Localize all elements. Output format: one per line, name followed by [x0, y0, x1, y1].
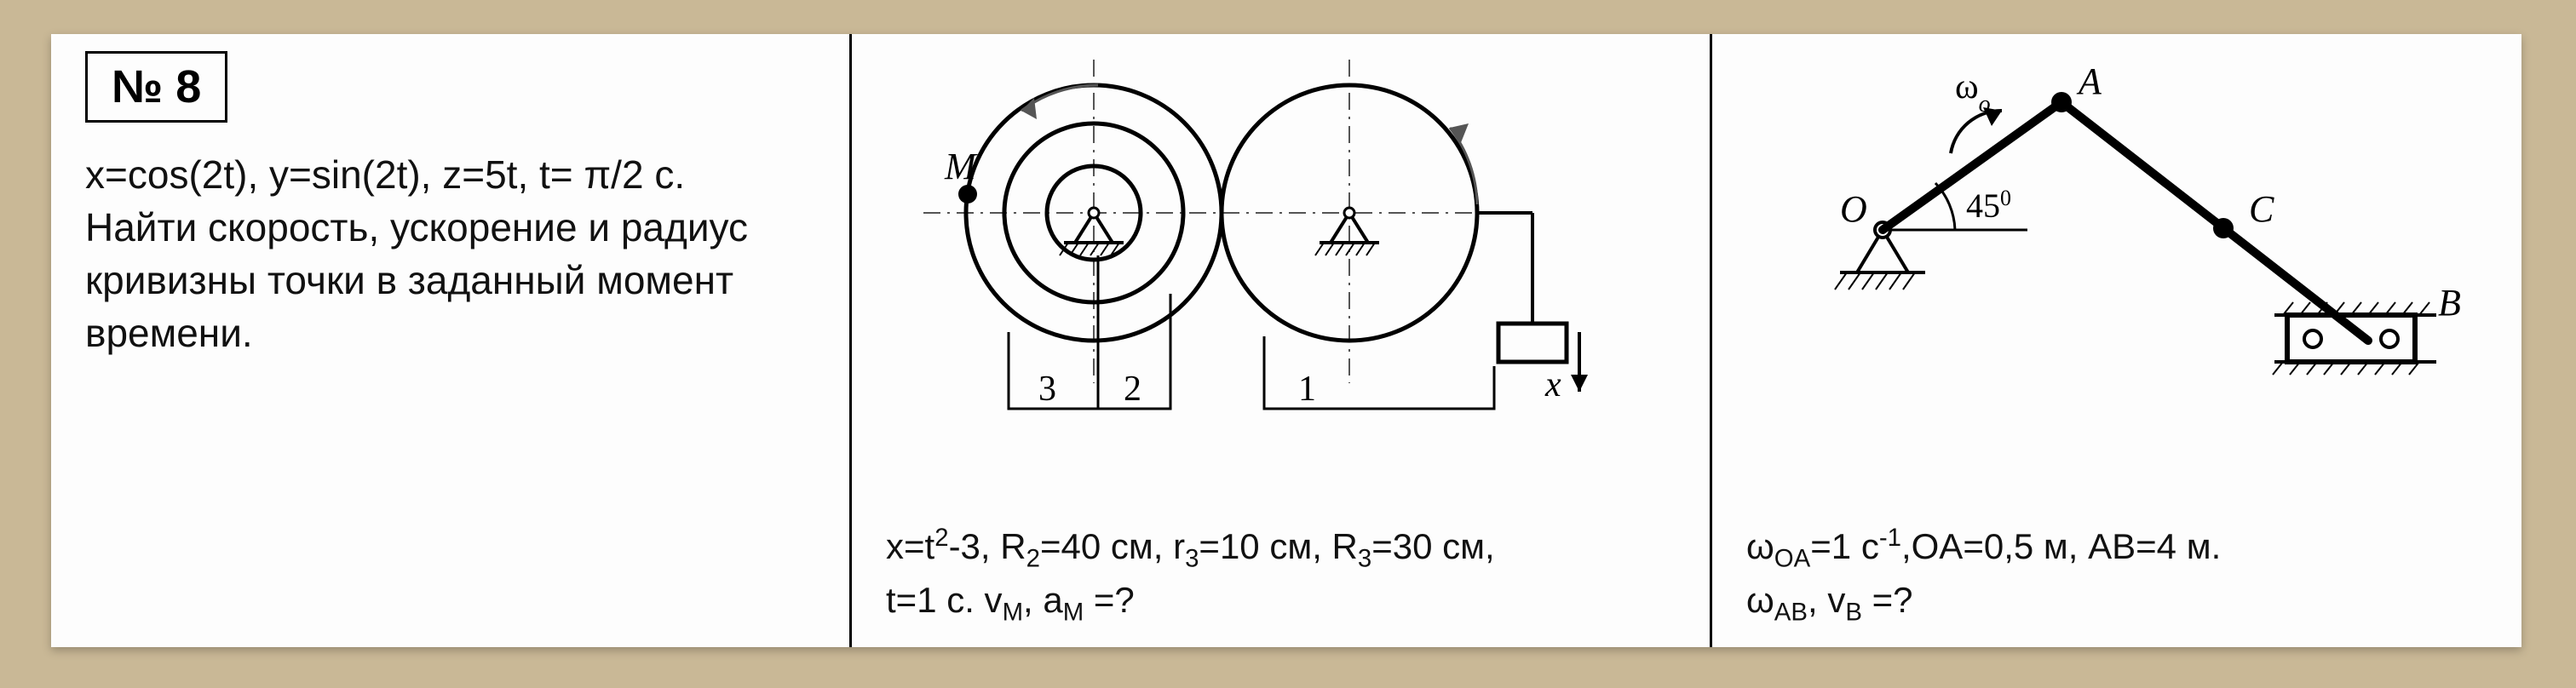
- p2f2e: =?: [1084, 580, 1135, 620]
- panel-2-formulas: x=t2-3, R2=40 см, r3=10 см, R3=30 см, t=…: [886, 520, 1676, 630]
- p3f1c: =1 c: [1810, 526, 1879, 566]
- p2f2b: M: [1003, 599, 1023, 627]
- load-block: [1498, 324, 1567, 362]
- p2f1c: -3, R: [949, 526, 1026, 566]
- panel-2: M x 3 2 1 x=t2-3, R2=40 см, r3=10 см, R3…: [852, 34, 1712, 647]
- p3f2c: , v: [1808, 580, 1845, 620]
- p3f1e: ,OA=0,5 м, AB=4 м.: [1901, 526, 2221, 566]
- p1-line2: Найти скорость, ускорение и радиус: [85, 201, 815, 254]
- panel-1: № 8 x=cos(2t), y=sin(2t), z=5t, t= π/2 c…: [51, 34, 852, 647]
- label-angle: 450: [1966, 186, 2011, 226]
- panel-3: 450 ωo A O C: [1712, 34, 2547, 647]
- point-M-marker: [958, 185, 977, 204]
- label-2: 2: [1124, 370, 1141, 409]
- label-B: B: [2438, 282, 2461, 324]
- p3f2a: ω: [1746, 580, 1774, 620]
- p2f1f: 3: [1185, 544, 1199, 572]
- label-1: 1: [1298, 370, 1316, 409]
- p3-formula-2: ωAB, vB =?: [1746, 576, 2513, 630]
- label-A: A: [2076, 60, 2102, 102]
- p2f1b: 2: [934, 524, 948, 552]
- p3f1a: ω: [1746, 526, 1774, 566]
- label-3: 3: [1038, 370, 1056, 409]
- p2f2d: M: [1063, 599, 1084, 627]
- p3-formula-1: ωOA=1 c-1,OA=0,5 м, AB=4 м.: [1746, 520, 2513, 576]
- p2f1a: x=t: [886, 526, 934, 566]
- label-M: M: [944, 146, 978, 187]
- p2f1i: =30 см,: [1371, 526, 1494, 566]
- p1-line4: времени.: [85, 307, 815, 359]
- panel-1-text: x=cos(2t), y=sin(2t), z=5t, t= π/2 c. На…: [85, 148, 815, 359]
- label-omega-o: ωo: [1955, 67, 1991, 118]
- problem-number: № 8: [112, 61, 201, 112]
- linkage-diagram: 450 ωo A O C: [1746, 51, 2513, 426]
- p3f2e: =?: [1862, 580, 1913, 620]
- p2f1d: 2: [1026, 544, 1040, 572]
- p1-line1: x=cos(2t), y=sin(2t), z=5t, t= π/2 c.: [85, 148, 815, 201]
- p2f1e: =40 см, r: [1040, 526, 1185, 566]
- p3f1b: OA: [1774, 544, 1810, 572]
- problem-sheet: № 8 x=cos(2t), y=sin(2t), z=5t, t= π/2 c…: [51, 34, 2521, 647]
- p1-line3: кривизны точки в заданный момент: [85, 254, 815, 307]
- gears-diagram: M x 3 2 1: [898, 51, 1665, 443]
- p2f1g: =10 см, R: [1199, 526, 1357, 566]
- p2f2a: t=1 с. v: [886, 580, 1003, 620]
- p2-formula-1: x=t2-3, R2=40 см, r3=10 см, R3=30 см,: [886, 520, 1676, 576]
- p3f1d: -1: [1879, 524, 1901, 552]
- p2f2c: , a: [1023, 580, 1063, 620]
- panel-3-formulas: ωOA=1 c-1,OA=0,5 м, AB=4 м. ωAB, vB =?: [1746, 520, 2513, 630]
- p2-formula-2: t=1 с. vM, aM =?: [886, 576, 1676, 630]
- p2f1h: 3: [1358, 544, 1371, 572]
- p3f2d: B: [1845, 599, 1862, 627]
- p3f2b: AB: [1774, 599, 1808, 627]
- label-C: C: [2249, 188, 2274, 230]
- problem-number-box: № 8: [85, 51, 227, 123]
- label-x: x: [1544, 365, 1561, 404]
- label-O: O: [1840, 188, 1867, 230]
